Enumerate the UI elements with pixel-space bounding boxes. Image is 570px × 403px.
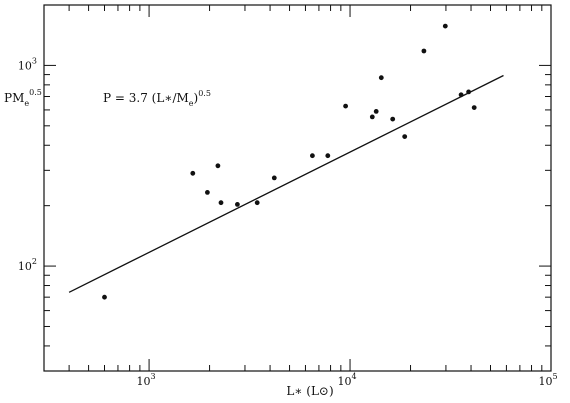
y-axis-label: PMe0.5 xyxy=(4,88,42,108)
data-point xyxy=(102,294,107,300)
data-point xyxy=(235,202,240,207)
data-point xyxy=(442,23,448,29)
plot-frame xyxy=(43,4,552,372)
x-axis-label: L∗ (L⊙) xyxy=(286,384,333,398)
data-point xyxy=(343,103,348,109)
tick-labels: 103 104 105 102 103 xyxy=(18,56,558,388)
fit-line xyxy=(68,74,504,293)
data-point xyxy=(310,153,315,159)
data-point xyxy=(378,75,384,81)
data-point xyxy=(421,48,427,54)
y-tick-label: 102 xyxy=(18,257,37,273)
data-point xyxy=(271,175,277,181)
data-point xyxy=(218,200,224,206)
data-point xyxy=(205,190,210,195)
data-point xyxy=(390,116,396,122)
x-tick-label: 104 xyxy=(337,372,356,388)
data-point xyxy=(325,153,331,159)
data-point xyxy=(466,89,471,95)
data-point xyxy=(215,163,221,169)
data-point xyxy=(471,105,477,110)
data-point xyxy=(254,200,260,206)
x-tick-label: 105 xyxy=(538,372,557,388)
x-tick-label: 103 xyxy=(137,372,156,388)
data-points xyxy=(102,23,477,300)
data-point xyxy=(458,92,464,98)
fit-equation-annotation: P = 3.7 (L∗/Me)0.5 xyxy=(103,89,211,108)
axis-ticks xyxy=(43,4,552,372)
y-tick-label: 103 xyxy=(18,56,37,72)
data-point xyxy=(402,134,408,140)
data-point xyxy=(373,109,379,114)
data-point xyxy=(190,170,196,176)
data-point xyxy=(369,114,375,120)
